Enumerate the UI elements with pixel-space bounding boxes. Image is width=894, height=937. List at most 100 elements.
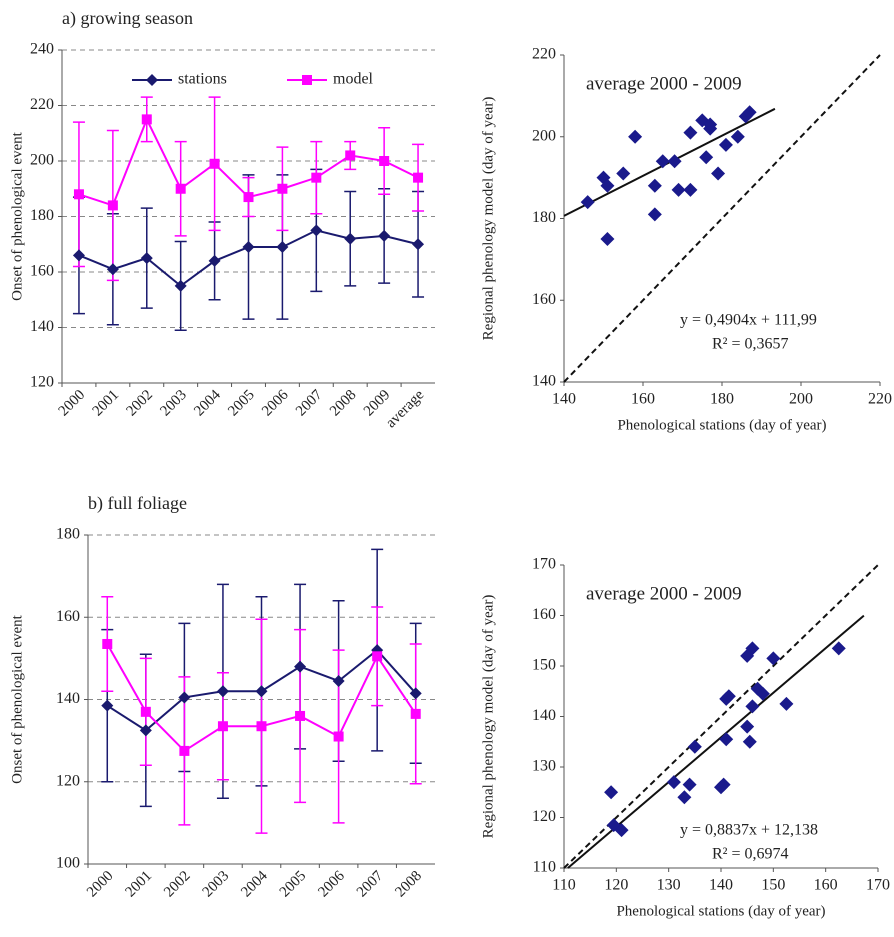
x-tick-label: 2006 bbox=[315, 868, 348, 901]
x-tick-label: 2007 bbox=[293, 387, 326, 420]
x-tick-label: 160 bbox=[814, 877, 838, 894]
point bbox=[600, 178, 615, 193]
y-tick-label: 140 bbox=[56, 690, 80, 707]
y-tick-label: 180 bbox=[30, 207, 54, 224]
point bbox=[721, 689, 736, 704]
point bbox=[580, 195, 595, 210]
marker bbox=[107, 200, 118, 211]
marker bbox=[256, 721, 267, 732]
marker bbox=[73, 189, 84, 200]
point bbox=[755, 686, 770, 701]
y-axis-label: Regional phenology model (day of year) bbox=[480, 595, 496, 839]
x-tick-label: 2000 bbox=[84, 868, 117, 901]
y-tick-label: 140 bbox=[532, 373, 556, 390]
x-tick-label: 140 bbox=[709, 877, 733, 894]
chart-title: a) growing season bbox=[62, 8, 193, 29]
x-tick-label: average bbox=[383, 387, 428, 432]
annotation: y = 0,4904x + 111,99 bbox=[680, 312, 817, 329]
point bbox=[740, 719, 755, 734]
y-tick-label: 120 bbox=[30, 374, 54, 391]
y-tick-label: 120 bbox=[532, 808, 556, 825]
marker bbox=[333, 731, 344, 742]
y-tick-label: 220 bbox=[532, 46, 556, 63]
annotation: average 2000 - 2009 bbox=[586, 73, 742, 94]
y-axis-label: Onset of phenological event bbox=[9, 614, 25, 784]
point bbox=[683, 125, 698, 140]
identity-line bbox=[563, 564, 879, 869]
point bbox=[683, 182, 698, 197]
y-tick-label: 240 bbox=[30, 41, 54, 58]
x-tick-label: 2008 bbox=[327, 387, 360, 420]
legend-label: model bbox=[333, 71, 374, 88]
x-tick-label: 2001 bbox=[90, 387, 123, 420]
point bbox=[745, 699, 760, 714]
y-tick-label: 220 bbox=[30, 96, 54, 113]
point bbox=[677, 790, 692, 805]
x-tick-label: 170 bbox=[866, 877, 890, 894]
x-tick-label: 2004 bbox=[238, 868, 271, 901]
marker bbox=[276, 241, 289, 254]
y-tick-label: 140 bbox=[532, 707, 556, 724]
marker bbox=[345, 150, 356, 161]
x-tick-label: 130 bbox=[657, 877, 681, 894]
marker bbox=[179, 745, 190, 756]
point bbox=[730, 129, 745, 144]
y-tick-label: 170 bbox=[532, 556, 556, 573]
y-axis-label: Regional phenology model (day of year) bbox=[480, 97, 496, 341]
point bbox=[779, 696, 794, 711]
marker bbox=[332, 674, 345, 687]
y-tick-label: 160 bbox=[56, 608, 80, 625]
y-tick-label: 150 bbox=[532, 657, 556, 674]
x-tick-label: 2005 bbox=[277, 868, 310, 901]
x-tick-label: 2002 bbox=[161, 868, 194, 901]
y-tick-label: 160 bbox=[532, 606, 556, 623]
x-tick-label: 220 bbox=[868, 391, 892, 408]
point bbox=[766, 651, 781, 666]
marker bbox=[413, 172, 424, 183]
point bbox=[719, 732, 734, 747]
marker bbox=[102, 638, 113, 649]
marker bbox=[217, 721, 228, 732]
marker bbox=[139, 724, 152, 737]
point bbox=[745, 641, 760, 656]
point bbox=[671, 182, 686, 197]
point bbox=[628, 129, 643, 144]
x-tick-label: 2002 bbox=[124, 387, 157, 420]
marker bbox=[295, 710, 306, 721]
marker bbox=[412, 238, 425, 251]
point bbox=[718, 137, 733, 152]
marker bbox=[174, 279, 187, 292]
y-tick-label: 110 bbox=[533, 859, 556, 876]
x-axis-label: Phenological stations (day of year) bbox=[617, 417, 826, 433]
marker bbox=[242, 241, 255, 254]
marker bbox=[101, 699, 114, 712]
y-tick-label: 180 bbox=[532, 209, 556, 226]
marker bbox=[379, 156, 390, 166]
x-tick-label: 180 bbox=[710, 391, 734, 408]
point bbox=[604, 785, 619, 800]
point bbox=[742, 105, 757, 120]
point bbox=[703, 117, 718, 132]
point bbox=[647, 178, 662, 193]
y-tick-label: 160 bbox=[30, 263, 54, 280]
marker bbox=[255, 685, 268, 698]
annotation: average 2000 - 2009 bbox=[586, 583, 742, 604]
marker bbox=[344, 232, 357, 245]
point bbox=[699, 150, 714, 165]
legend-marker bbox=[302, 75, 312, 85]
marker bbox=[378, 229, 391, 242]
point bbox=[682, 777, 697, 792]
marker bbox=[208, 254, 221, 267]
x-tick-label: 2003 bbox=[200, 868, 233, 901]
x-tick-label: 2004 bbox=[191, 387, 224, 420]
y-tick-label: 120 bbox=[56, 772, 80, 789]
marker bbox=[294, 660, 307, 673]
y-tick-label: 180 bbox=[56, 526, 80, 543]
marker bbox=[178, 691, 191, 704]
identity-line bbox=[563, 54, 881, 383]
point bbox=[614, 823, 629, 838]
x-tick-label: 2000 bbox=[56, 387, 89, 420]
annotation: R² = 0,3657 bbox=[712, 336, 789, 353]
chart-title: b) full foliage bbox=[88, 493, 187, 514]
